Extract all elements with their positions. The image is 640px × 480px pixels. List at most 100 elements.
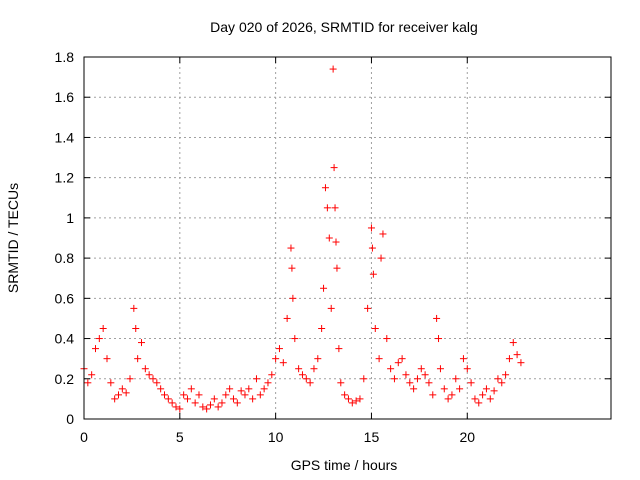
data-point [318,325,326,332]
data-point [498,379,506,387]
data-point [183,395,191,403]
data-point [218,399,226,407]
data-point [237,387,245,395]
data-point [509,339,517,347]
data-point [394,359,402,367]
data-point [486,395,494,403]
data-point [245,385,253,393]
data-point [111,395,119,403]
y-tick-label: 1.2 [55,170,75,186]
data-point [153,379,161,387]
x-tick-label: 0 [80,429,88,445]
data-point [387,365,395,373]
x-tick-label: 15 [364,429,380,445]
data-points [80,65,525,413]
data-point [377,254,385,262]
data-point [206,401,214,409]
data-point [467,379,475,387]
data-point [320,284,328,292]
data-point [433,314,441,322]
data-point [157,385,165,393]
data-point [368,244,376,252]
y-tick-label: 1.4 [55,129,75,145]
data-point [195,391,203,399]
data-point [84,379,92,387]
data-point [364,304,372,312]
data-point [360,375,368,383]
data-point [302,375,310,383]
x-tick-label: 10 [268,429,284,445]
data-point [314,355,322,363]
data-point [440,385,448,393]
data-point [249,395,257,403]
data-point [149,375,157,383]
data-point [91,345,99,353]
data-point [352,397,360,405]
data-point [172,403,180,411]
data-point [99,325,107,332]
data-point [130,304,138,312]
x-tick-label: 5 [176,429,184,445]
data-point [291,335,299,343]
data-point [421,371,429,379]
data-point [333,264,341,272]
data-point [222,391,230,399]
data-point [279,359,287,367]
data-point [233,399,241,407]
data-point [288,264,296,272]
data-point [494,375,502,383]
data-point [444,395,452,403]
data-point [306,379,314,387]
axis-ticks: 0 0.2 0.4 0.6 0.8 1 1.2 1.4 1.6 1.8 0 5 10 15 20 [55,49,611,445]
data-point [132,325,140,332]
data-point [145,371,153,379]
data-point [191,399,199,407]
data-point [287,244,295,252]
data-point [429,391,437,399]
y-tick-label: 0.6 [55,290,75,306]
data-point [283,314,291,322]
data-point [475,399,483,407]
data-point [452,375,460,383]
y-tick-label: 0.4 [55,331,75,347]
y-tick-label: 1 [66,210,74,226]
y-tick-label: 0 [66,411,74,427]
data-point [379,230,387,238]
data-point [325,234,333,242]
data-point [479,391,487,399]
data-point [505,355,513,363]
data-point [256,391,264,399]
x-axis-label: GPS time / hours [291,457,398,473]
data-point [482,385,490,393]
data-point [321,184,329,192]
data-point [335,345,343,353]
data-point [272,355,280,363]
data-point [332,238,340,246]
data-point [413,375,421,383]
y-tick-label: 0.8 [55,250,75,266]
data-point [137,339,145,347]
data-point [367,224,375,232]
y-axis-label: SRMTID / TECUs [5,183,21,293]
data-point [107,379,115,387]
data-point [402,371,410,379]
grid-lines [84,57,611,419]
data-point [356,395,364,403]
data-point [398,355,406,363]
data-point [456,385,464,393]
plot-frame [83,56,612,420]
data-point [410,385,418,393]
data-point [180,391,188,399]
data-point [203,405,211,413]
chart-title: Day 020 of 2026, SRMTID for receiver kal… [210,19,478,35]
data-point [226,385,234,393]
data-point [348,399,356,407]
data-point [114,391,122,399]
data-point [331,204,339,212]
data-point [187,385,195,393]
data-point [103,355,111,363]
data-point [435,335,443,343]
data-point [264,379,272,387]
data-point [425,379,433,387]
